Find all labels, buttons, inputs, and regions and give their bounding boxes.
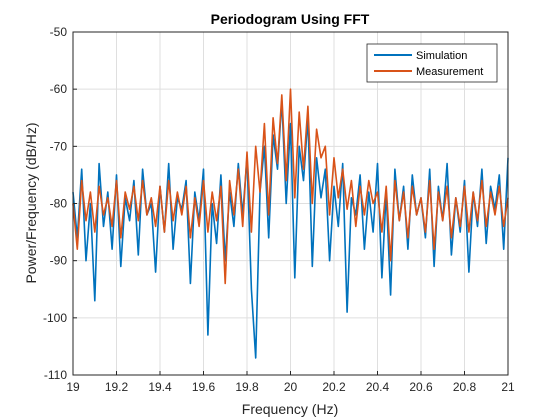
legend-measurement-label: Measurement — [416, 66, 483, 78]
x-tick-label: 19.6 — [192, 380, 216, 394]
y-tick-label: -100 — [43, 311, 67, 325]
y-tick-label: -60 — [50, 82, 68, 96]
x-tick-label: 19.4 — [148, 380, 172, 394]
y-tick-label: -80 — [50, 197, 68, 211]
x-tick-label: 20.2 — [322, 380, 346, 394]
y-tick-label: -110 — [44, 368, 67, 382]
x-tick-label: 19 — [66, 380, 80, 394]
series-lines — [72, 88, 509, 359]
chart-title: Periodogram Using FFT — [211, 11, 370, 27]
y-tick-label: -90 — [50, 254, 68, 268]
y-axis-label: Power/Frequency (dB/Hz) — [23, 122, 39, 283]
legend-simulation-label: Simulation — [416, 50, 467, 62]
x-tick-label: 19.2 — [105, 380, 129, 394]
axis-ticks: 19 19.2 19.4 19.6 19.8 20 20.2 20.4 20.6 20.8 21 -1… — [43, 25, 515, 394]
x-tick-label: 20.4 — [366, 380, 390, 394]
legend-box — [366, 43, 498, 83]
y-tick-label: -70 — [50, 139, 68, 153]
x-tick-label: 21 — [501, 380, 515, 394]
x-tick-label: 20.8 — [453, 380, 477, 394]
y-tick-label: -50 — [50, 25, 68, 39]
x-tick-label: 19.8 — [235, 380, 259, 394]
x-tick-label: 20 — [284, 380, 298, 394]
x-tick-label: 20.6 — [409, 380, 433, 394]
x-axis-label: Frequency (Hz) — [242, 401, 338, 417]
series-line-measurement — [72, 88, 509, 285]
legend: Simulation Measurement — [366, 43, 498, 83]
